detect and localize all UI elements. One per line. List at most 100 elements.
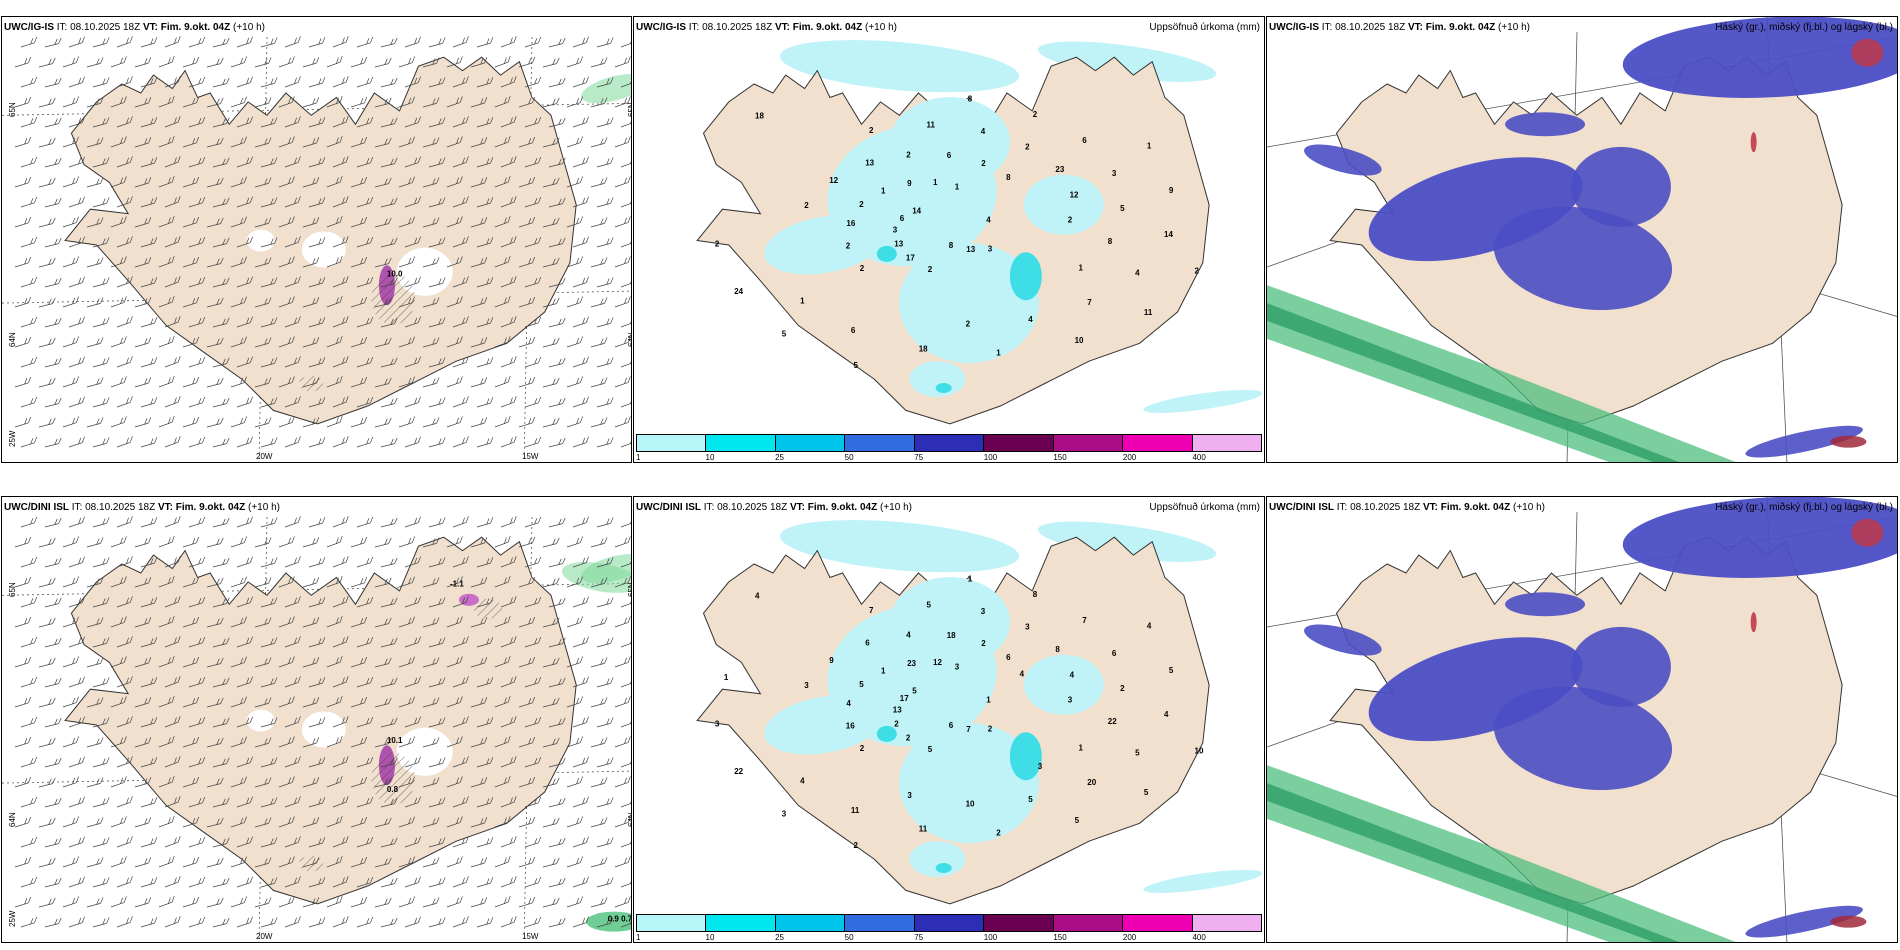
wind-barb (110, 576, 127, 588)
map-panel-dini-wind[interactable]: UWC/DINI ISL IT: 08.10.2025 18Z VT: Fim.… (1, 496, 632, 943)
wind-barb (44, 597, 62, 608)
wind-barb (140, 77, 158, 88)
wind-barb (470, 57, 488, 68)
wind-barb (572, 876, 589, 888)
wind-barb (398, 256, 415, 268)
precip-value-label: 2 (906, 733, 911, 742)
precip-value-label: 6 (947, 151, 952, 160)
wind-barb (206, 617, 224, 628)
panel-title: UWC/IG-IS IT: 08.10.2025 18Z VT: Fim. 9.… (1269, 22, 1530, 33)
wind-barb (284, 436, 301, 448)
wind-barb (494, 256, 511, 268)
wind-barb (326, 376, 343, 388)
colorbar-tick-label: 150 (1053, 933, 1067, 942)
wind-barb (110, 656, 127, 668)
wind-barb (572, 796, 589, 808)
wind-barb (260, 157, 278, 168)
wind-barb (452, 716, 469, 728)
wind-barb (542, 57, 560, 68)
wind-barb (230, 336, 247, 348)
wind-barb (86, 577, 104, 588)
wind-barb (374, 417, 392, 428)
wind-barb (158, 896, 175, 908)
wind-barb (428, 757, 446, 768)
wind-barb (404, 396, 421, 408)
wind-barb (500, 236, 517, 248)
wind-barb (380, 517, 398, 528)
wind-barb (524, 156, 542, 168)
wind-barb (254, 297, 272, 308)
lat-label-25w: 25W (8, 910, 17, 927)
wind-barb (206, 337, 224, 348)
wind-barb (542, 577, 560, 588)
wind-barb (494, 56, 511, 68)
wind-barb (254, 177, 272, 188)
wind-barb (422, 97, 440, 108)
wind-value-label: -1.1 (450, 579, 464, 588)
wind-barb (566, 336, 583, 348)
wind-barb (188, 796, 206, 808)
wind-barb (398, 336, 415, 348)
colorbar-tick-label: 1 (636, 933, 641, 942)
wind-barb (446, 776, 463, 788)
wind-barb (500, 436, 517, 448)
wind-barb (284, 636, 301, 648)
wind-barb (542, 337, 560, 348)
wind-barb (500, 156, 517, 168)
wind-barb (278, 336, 295, 348)
wind-barb (566, 296, 583, 308)
precip-value-label: 8 (968, 94, 973, 103)
precip-value-label: 1 (986, 696, 991, 705)
precip-value-label: 10 (966, 799, 975, 808)
wind-barb (164, 76, 181, 88)
map-panel-ig-wind[interactable]: UWC/IG-IS IT: 08.10.2025 18Z VT: Fim. 9.… (1, 16, 632, 463)
wind-barb (548, 357, 566, 368)
precip-value-label: 17 (900, 694, 909, 703)
wind-barb (446, 656, 463, 668)
wind-barb (524, 716, 542, 728)
wind-barb (326, 216, 343, 228)
map-panel-dini-precip[interactable]: UWC/DINI ISL IT: 08.10.2025 18Z VT: Fim.… (633, 496, 1265, 943)
wind-barb (380, 797, 398, 808)
wind-barb (188, 556, 206, 568)
wind-barb (140, 357, 158, 368)
wind-barb (284, 356, 301, 368)
wind-barb (620, 597, 631, 608)
wind-barb (614, 696, 631, 708)
wind-barb (452, 516, 469, 528)
wind-barb (158, 96, 175, 108)
precip-value-label: 5 (782, 329, 787, 338)
wind-barb (302, 657, 320, 668)
precip-value-label: 23 (1055, 165, 1064, 174)
wind-barb (500, 76, 517, 88)
wind-barb (308, 117, 326, 128)
colorbar-segment (637, 435, 707, 451)
wind-barb (134, 97, 152, 108)
wind-barb (326, 56, 343, 68)
cloud-map (1267, 497, 1897, 942)
wind-barb (236, 116, 253, 128)
map-panel-ig-precip[interactable]: UWC/IG-IS IT: 08.10.2025 18Z VT: Fim. 9.… (633, 16, 1265, 463)
wind-barb (110, 136, 127, 148)
wind-barb (566, 896, 583, 908)
wind-barb (230, 296, 247, 308)
wind-barb (326, 256, 343, 268)
wind-barb (566, 256, 583, 268)
map-panel-ig-cloud[interactable]: UWC/IG-IS IT: 08.10.2025 18Z VT: Fim. 9.… (1266, 16, 1898, 463)
wind-barb (20, 596, 38, 608)
wind-barb (116, 516, 133, 528)
precip-value-label: 9 (907, 179, 912, 188)
map-panel-dini-cloud[interactable]: UWC/DINI ISL IT: 08.10.2025 18Z VT: Fim.… (1266, 496, 1898, 943)
wind-barb (590, 617, 608, 628)
wind-barb (542, 697, 560, 708)
wind-barb (206, 697, 224, 708)
wind-barb (278, 776, 295, 788)
wind-barb (356, 916, 374, 928)
wind-barb (134, 417, 152, 428)
wind-barb (38, 817, 56, 828)
wind-barb (86, 777, 104, 788)
colorbar-tick-label: 10 (705, 453, 715, 462)
wind-barb (548, 557, 566, 568)
wind-barb (62, 376, 79, 388)
wind-barb (20, 836, 38, 848)
